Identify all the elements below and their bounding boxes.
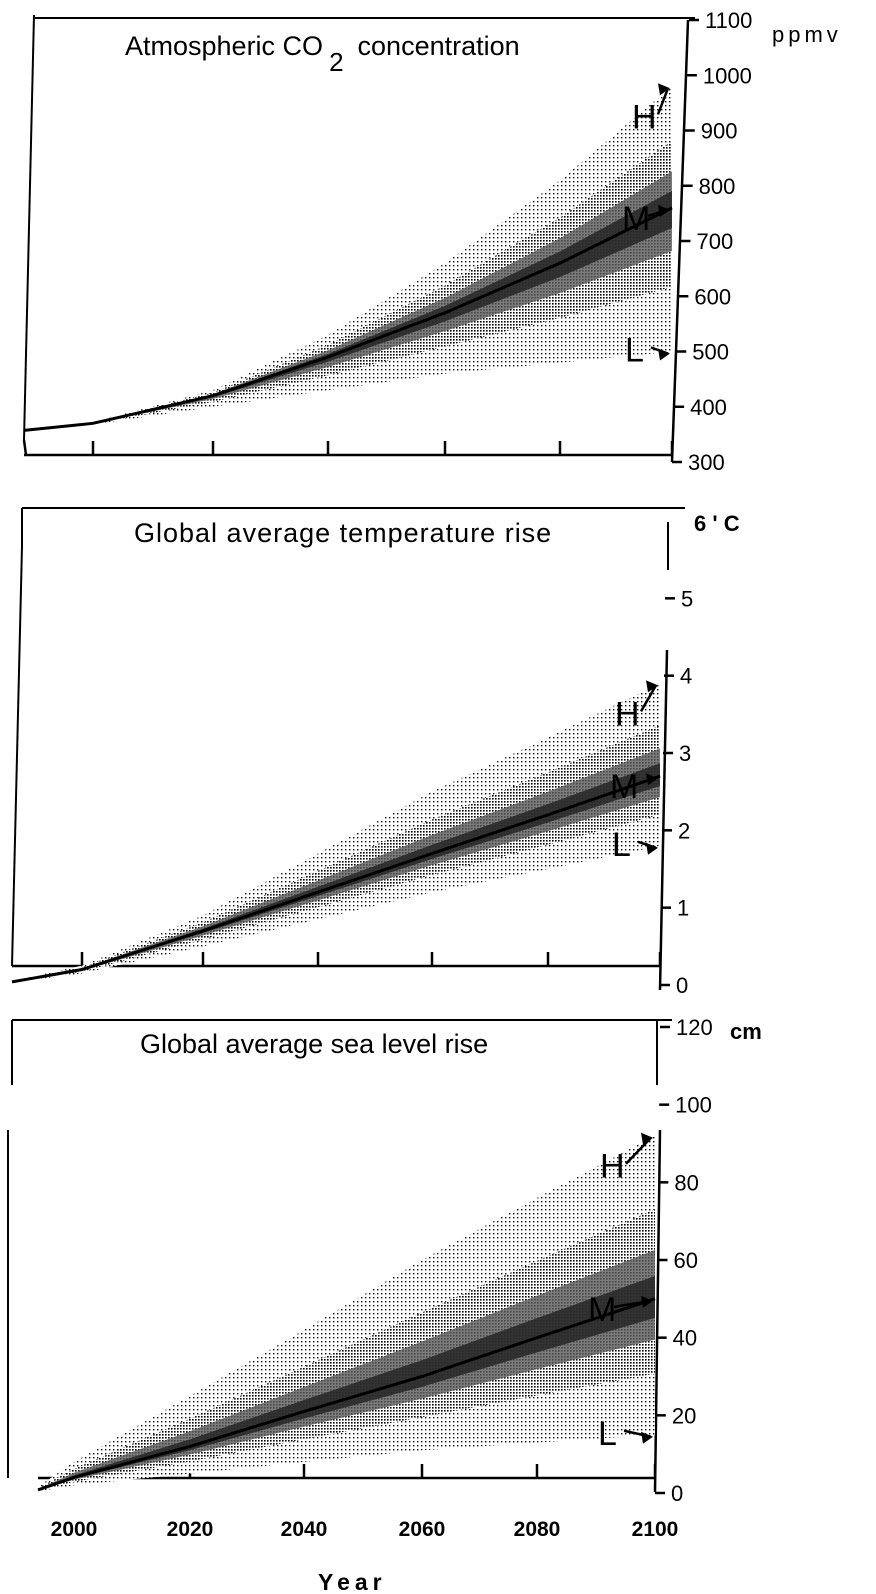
y-tick-label: 80 [674,1170,698,1195]
scenario-label-L: L [612,826,631,864]
year-tick-label: 2080 [514,1518,561,1541]
y-tick-label: 1 [677,896,689,921]
y-tick-label: 40 [673,1326,697,1351]
y-tick-label: 5 [681,586,693,611]
y-tick-label: 900 [701,119,738,144]
year-tick-label: 2060 [399,1518,446,1541]
y-tick-label: 3 [679,741,691,766]
temp-y-ticks: 0 1 2 3 4 5 [660,586,693,998]
y-tick-label: 600 [694,284,731,309]
co2-panel: 300 400 500 600 700 800 900 1000 1100 H M L Atmosp… [22,8,842,475]
temp-y-axis [658,649,669,991]
series-M-line [11,774,661,984]
year-tick-label: 2040 [281,1518,328,1541]
y-tick-label: 2 [678,818,690,843]
co2-panel-title: Atmospheric CO2concentration [125,31,520,77]
temperature-panel: 0 1 2 3 4 5 HML Global average temperature ri… [11,507,740,998]
arrow-head [646,842,658,855]
arrow-head [646,680,658,693]
band-inner [38,1209,655,1491]
y-tick-label: 60 [674,1248,698,1273]
y-tick-label: 100 [675,1093,712,1118]
scenario-label-H: H [600,1148,625,1186]
band-outer [24,86,672,431]
x-axis-label: Year [318,1569,387,1594]
scenario-arrow [656,87,670,115]
co2-y-axis [670,19,690,463]
arrow-head [641,1431,653,1444]
sea-unit-label: cm [730,1019,762,1044]
scenario-arrow [625,1136,652,1165]
arrow-head [641,1132,653,1145]
band-inner [38,1275,655,1491]
scenario-label-L: L [598,1415,617,1453]
sea-y-ticks: 0 20 40 60 80 100 120 [655,1015,713,1506]
scenario-label-L: L [625,332,644,370]
co2-unit-label: ppmv [772,22,842,47]
y-tick-label: 500 [692,340,729,365]
co2-scenario-labels: H M L [622,83,670,370]
series-M-line [23,206,673,432]
co2-x-ticks [91,441,674,455]
scenario-arrow [639,684,658,713]
band-outer [38,1135,655,1492]
y-tick-label: 120 [676,1015,713,1040]
y-tick-label: 0 [676,973,688,998]
year-tick-label: 2100 [632,1518,679,1541]
scenario-label-M: M [588,1291,616,1329]
scenario-label-H: H [632,98,657,136]
y-tick-label: 4 [680,664,692,689]
y-tick-label: 0 [671,1481,683,1506]
y-tick-label: 300 [688,450,725,475]
y-tick-label: 20 [672,1403,696,1428]
co2-left-stub [22,439,28,456]
arrow-head [646,773,658,786]
temp-unit-label: 6 ' C [694,511,740,536]
arrow-head [658,348,670,361]
sea-uncertainty-band [37,1135,656,1492]
arrow-head [641,1295,653,1308]
arrow-head [658,204,670,217]
y-tick-label: 700 [697,229,734,254]
y-tick-label: 1000 [703,63,752,88]
year-tick-label: 2020 [167,1518,214,1541]
co2-left-border [23,14,35,441]
temp-uncertainty-band [11,683,661,984]
temp-scenario-labels: HML [610,680,658,864]
y-tick-label: 400 [690,395,727,420]
year-tick-labels: 2000 2020 2040 2060 2080 2100 [51,1518,679,1541]
series-M-line [37,1297,656,1492]
temp-left-border [11,545,23,967]
year-tick-label: 2000 [51,1518,98,1541]
scenario-label-M: M [610,768,638,806]
sea-scenario-labels: H M L [588,1132,653,1453]
sea-y-axis [653,1129,662,1493]
temp-x-ticks [80,952,662,966]
co2-y-ticks: 300 400 500 600 700 800 900 1000 1100 [672,8,752,475]
scenario-label-M: M [622,200,650,238]
temp-panel-title: Global average temperature rise [134,518,552,548]
arrow-head [658,83,670,96]
band-inner [38,1249,655,1491]
y-tick-label: 1100 [705,8,752,33]
scenario-label-H: H [615,695,640,733]
sea-level-panel: 0 20 40 60 80 100 120 H M L Global average sea l… [7,1015,762,1506]
y-tick-label: 800 [699,174,736,199]
sea-panel-title: Global average sea level rise [140,1029,488,1059]
co2-uncertainty-band [23,86,673,432]
